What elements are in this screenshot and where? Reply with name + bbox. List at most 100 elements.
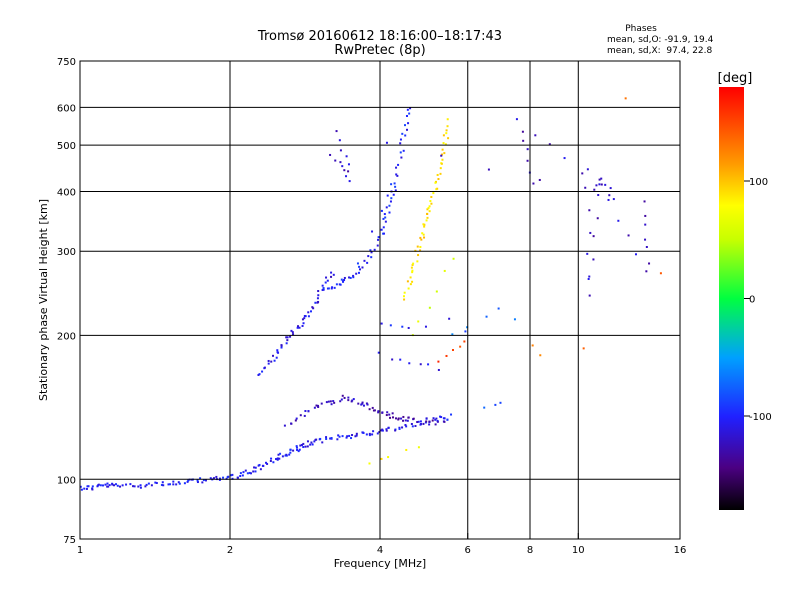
data-point (411, 263, 414, 266)
data-point (369, 249, 372, 252)
data-point (320, 402, 323, 405)
data-point (645, 270, 648, 273)
data-point (381, 428, 384, 431)
data-point (254, 466, 257, 469)
data-point (330, 403, 333, 406)
data-point (586, 252, 589, 255)
data-point (429, 200, 432, 203)
data-point (303, 314, 306, 317)
data-point (368, 432, 371, 435)
data-point (609, 187, 612, 190)
data-point (494, 403, 497, 406)
data-point (385, 206, 388, 209)
data-point (423, 225, 426, 228)
data-point (172, 483, 175, 486)
data-point (432, 417, 435, 420)
data-point (248, 471, 251, 474)
data-point (412, 262, 415, 265)
data-point (311, 306, 314, 309)
data-point (329, 400, 332, 403)
data-point (421, 232, 424, 235)
data-point (306, 440, 309, 443)
data-point (414, 424, 417, 427)
phase-info-o: mean, sd,O: -91.9, 19.4 (607, 35, 714, 45)
data-point (329, 153, 332, 156)
data-point (278, 457, 281, 460)
data-point (147, 482, 150, 485)
data-point (290, 329, 293, 332)
x-tick-label: 8 (527, 545, 533, 556)
data-point (391, 358, 394, 361)
data-point (395, 166, 398, 169)
data-point (402, 295, 405, 298)
data-point (280, 344, 283, 347)
data-point (330, 437, 333, 440)
data-point (402, 419, 405, 422)
data-point (431, 419, 434, 422)
data-point (365, 402, 368, 405)
data-point (388, 211, 391, 214)
data-point (104, 483, 107, 486)
data-point (592, 258, 595, 261)
data-point (417, 254, 420, 257)
data-point (434, 181, 437, 184)
data-point (289, 451, 292, 454)
data-point (333, 286, 336, 289)
data-point (441, 158, 444, 161)
data-point (313, 406, 316, 409)
data-point (608, 194, 611, 197)
data-point (341, 435, 344, 438)
data-point (316, 297, 319, 300)
data-point (261, 464, 264, 467)
data-point (283, 424, 286, 427)
data-point (244, 469, 247, 472)
data-point (304, 410, 307, 413)
data-point (365, 433, 368, 436)
data-point (350, 437, 353, 440)
data-point (196, 479, 199, 482)
data-point (388, 413, 391, 416)
data-point (398, 426, 401, 429)
data-point (317, 404, 320, 407)
data-point (139, 486, 142, 489)
data-point (246, 472, 249, 475)
data-point (91, 485, 94, 488)
data-point (397, 418, 400, 421)
data-point (348, 434, 351, 437)
data-point (526, 159, 529, 162)
data-point (434, 423, 437, 426)
data-point (295, 446, 298, 449)
data-point (407, 326, 410, 329)
data-point (581, 172, 584, 175)
data-point (154, 481, 157, 484)
data-point (390, 183, 393, 186)
data-point (644, 223, 647, 226)
data-point (497, 307, 500, 310)
data-point (604, 183, 607, 186)
data-point (326, 279, 329, 282)
data-point (521, 130, 524, 133)
data-point (315, 438, 318, 441)
data-point (526, 148, 529, 151)
data-point (405, 425, 408, 428)
data-point (367, 255, 370, 258)
data-point (406, 108, 409, 111)
data-point (317, 300, 320, 303)
data-point (314, 301, 317, 304)
data-point (99, 484, 102, 487)
data-point (330, 287, 333, 290)
data-point (301, 318, 304, 321)
data-point (292, 449, 295, 452)
data-point (329, 437, 332, 440)
data-point (306, 445, 309, 448)
data-point (361, 402, 364, 405)
data-point (411, 271, 414, 274)
x-tick-label: 6 (465, 545, 471, 556)
data-point (343, 278, 346, 281)
data-point (236, 476, 239, 479)
data-point (230, 474, 233, 477)
data-point (600, 183, 603, 186)
data-point (330, 275, 333, 278)
data-point (79, 485, 82, 488)
data-point (538, 178, 541, 181)
